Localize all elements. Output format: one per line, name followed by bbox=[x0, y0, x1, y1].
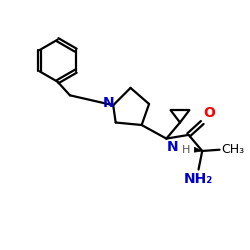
Text: NH₂: NH₂ bbox=[184, 172, 213, 186]
Text: CH₃: CH₃ bbox=[221, 143, 244, 156]
Text: H: H bbox=[182, 145, 190, 155]
Text: N: N bbox=[103, 96, 115, 110]
Text: N: N bbox=[167, 140, 178, 154]
Text: O: O bbox=[204, 106, 215, 120]
Polygon shape bbox=[194, 147, 202, 152]
